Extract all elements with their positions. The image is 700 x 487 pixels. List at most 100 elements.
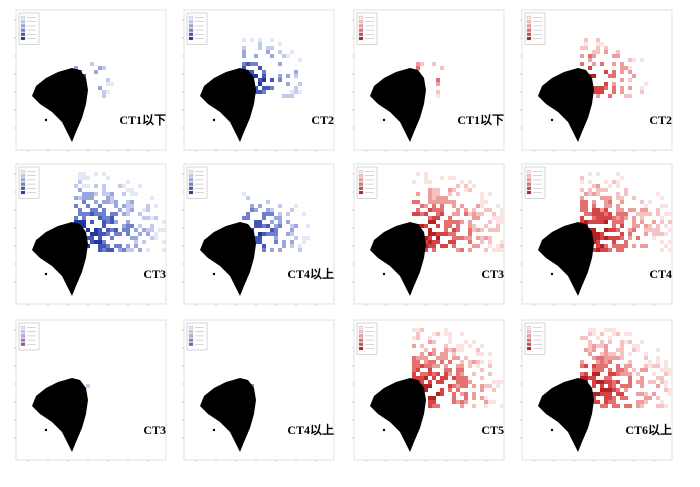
heat-cell bbox=[492, 248, 496, 252]
heat-cell bbox=[444, 356, 448, 360]
heat-cell bbox=[452, 188, 456, 192]
heat-cell bbox=[480, 200, 484, 204]
heat-cell bbox=[604, 208, 608, 212]
heat-cell bbox=[656, 404, 660, 408]
legend-swatch bbox=[526, 338, 532, 342]
heat-cell bbox=[604, 380, 608, 384]
heat-cell bbox=[640, 220, 644, 224]
map-panel-p4: CT2 bbox=[516, 8, 676, 158]
heat-cell bbox=[600, 356, 604, 360]
heat-cell bbox=[416, 192, 420, 196]
heat-cell bbox=[636, 372, 640, 376]
map-svg bbox=[520, 319, 673, 462]
heat-cell bbox=[648, 364, 652, 368]
heat-cell bbox=[588, 348, 592, 352]
heat-cell bbox=[266, 200, 270, 204]
heat-cell bbox=[468, 180, 472, 184]
heat-cell bbox=[644, 82, 648, 86]
heat-cell bbox=[424, 180, 428, 184]
legend-swatch bbox=[358, 178, 364, 182]
heat-cell bbox=[612, 54, 616, 58]
heat-cell bbox=[656, 348, 660, 352]
heat-cell bbox=[258, 204, 262, 208]
heat-cell bbox=[448, 336, 452, 340]
heat-cell bbox=[94, 172, 98, 176]
heat-cell bbox=[456, 364, 460, 368]
heat-cells bbox=[412, 172, 504, 252]
heat-cell bbox=[464, 184, 468, 188]
heat-cell bbox=[500, 404, 504, 408]
heat-cell bbox=[468, 236, 472, 240]
heat-cell bbox=[640, 400, 644, 404]
heat-cell bbox=[644, 364, 648, 368]
legend-swatch bbox=[526, 182, 532, 186]
heat-cell bbox=[596, 46, 600, 50]
heat-cell bbox=[122, 192, 126, 196]
heat-cell bbox=[628, 228, 632, 232]
heat-cell bbox=[432, 62, 436, 66]
heat-cell bbox=[628, 372, 632, 376]
heat-cell bbox=[648, 380, 652, 384]
heat-cell bbox=[82, 220, 86, 224]
heat-cell bbox=[484, 236, 488, 240]
heat-cell bbox=[592, 356, 596, 360]
heat-cell bbox=[484, 384, 488, 388]
heat-cell bbox=[428, 192, 432, 196]
map-frame bbox=[183, 163, 335, 305]
heat-cell bbox=[460, 368, 464, 372]
heat-cell bbox=[424, 204, 428, 208]
heat-cell bbox=[258, 66, 262, 70]
heat-cell bbox=[620, 352, 624, 356]
heat-cell bbox=[636, 236, 640, 240]
islet bbox=[44, 272, 48, 276]
heat-cell bbox=[492, 228, 496, 232]
islet bbox=[212, 272, 216, 276]
heat-cell bbox=[258, 236, 262, 240]
heat-cell bbox=[282, 54, 286, 58]
heat-cell bbox=[472, 212, 476, 216]
heat-cell bbox=[584, 336, 588, 340]
heat-cell bbox=[428, 240, 432, 244]
heat-cell bbox=[456, 212, 460, 216]
heat-cell bbox=[302, 240, 306, 244]
heat-cell bbox=[428, 360, 432, 364]
heat-cell bbox=[480, 388, 484, 392]
heat-cell bbox=[656, 360, 660, 364]
heat-cell bbox=[242, 216, 246, 220]
heat-cell bbox=[452, 220, 456, 224]
heat-cell bbox=[420, 376, 424, 380]
heat-cell bbox=[270, 228, 274, 232]
heat-cell bbox=[154, 216, 158, 220]
islet bbox=[382, 272, 386, 276]
heat-cell bbox=[456, 220, 460, 224]
heat-cell bbox=[306, 224, 310, 228]
heat-cell bbox=[460, 348, 464, 352]
heat-cell bbox=[604, 404, 608, 408]
heat-cell bbox=[456, 380, 460, 384]
heat-cell bbox=[612, 236, 616, 240]
heat-cell bbox=[464, 384, 468, 388]
heat-cell bbox=[580, 196, 584, 200]
heat-cell bbox=[106, 220, 110, 224]
legend-swatch bbox=[188, 190, 194, 195]
heat-cell bbox=[600, 404, 604, 408]
heat-cell bbox=[86, 192, 90, 196]
heat-cell bbox=[636, 404, 640, 408]
heat-cell bbox=[580, 200, 584, 204]
heat-cell bbox=[608, 340, 612, 344]
heat-cell bbox=[456, 248, 460, 252]
heat-cell bbox=[616, 196, 620, 200]
heat-cell bbox=[588, 192, 592, 196]
heat-cell bbox=[254, 220, 258, 224]
heat-cell bbox=[620, 224, 624, 228]
taiwan-landmass bbox=[200, 222, 256, 296]
heat-cell bbox=[588, 188, 592, 192]
heat-cell bbox=[620, 176, 624, 180]
heat-cell bbox=[126, 200, 130, 204]
heat-cell bbox=[106, 82, 110, 86]
heat-cell bbox=[644, 212, 648, 216]
heat-cell bbox=[262, 232, 266, 236]
heat-cell bbox=[664, 404, 668, 408]
heat-cell bbox=[428, 404, 432, 408]
heat-cell bbox=[420, 352, 424, 356]
